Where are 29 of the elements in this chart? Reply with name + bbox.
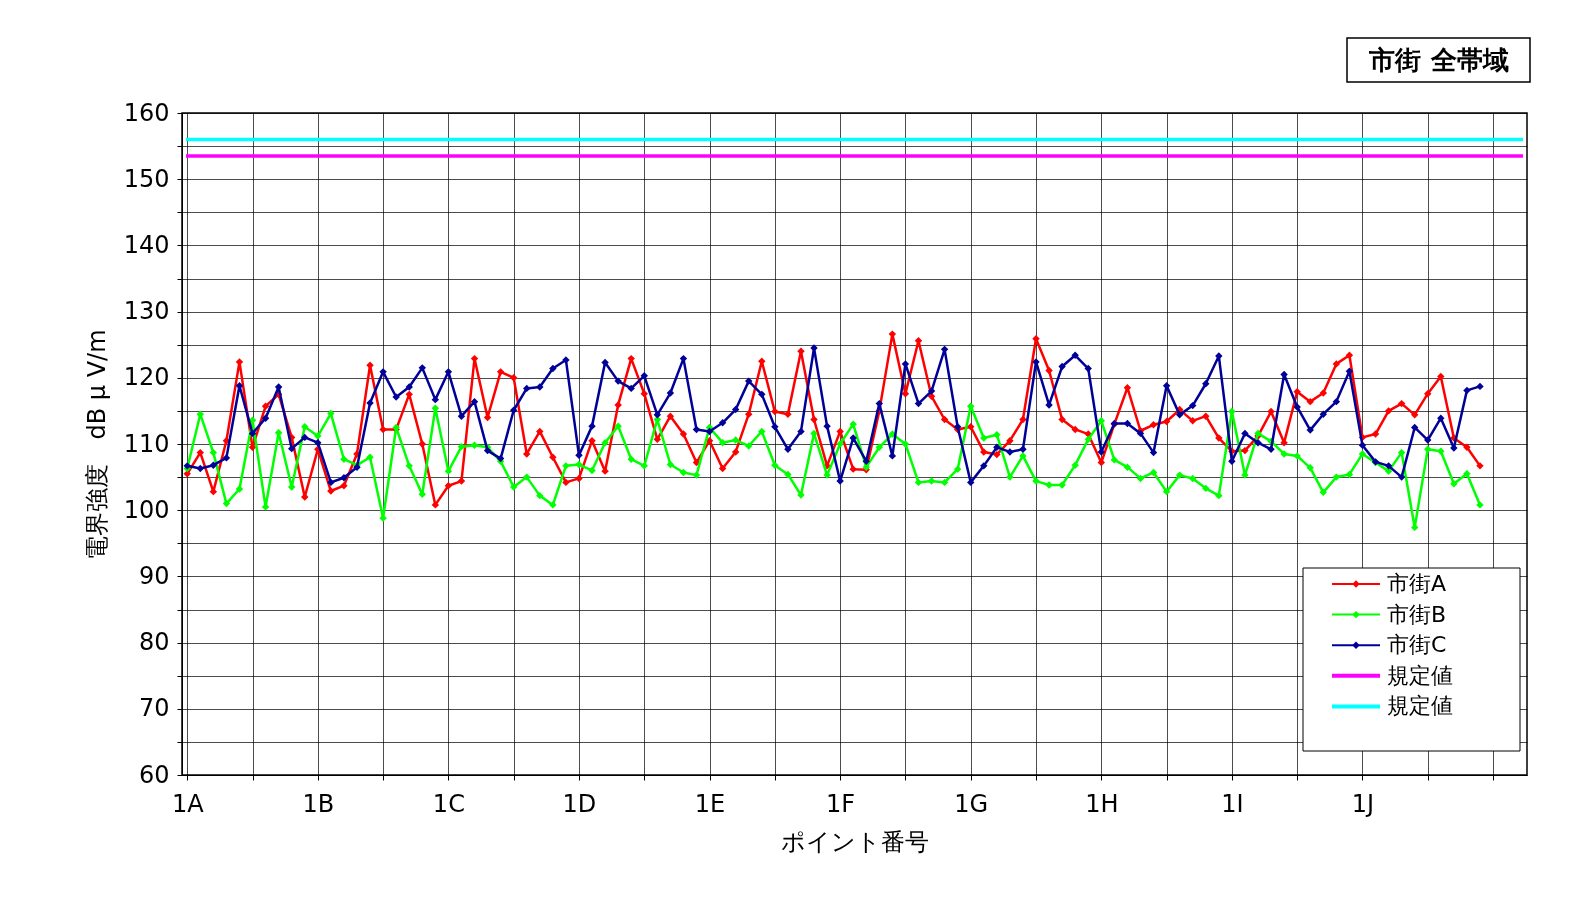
x-tick-label: 1I xyxy=(1221,789,1244,818)
x-tick-label: 1G xyxy=(954,789,989,818)
y-tick-label: 160 xyxy=(123,98,170,127)
y-tick-label: 100 xyxy=(123,495,170,524)
x-tick-label: 1C xyxy=(432,789,465,818)
y-tick-label: 140 xyxy=(123,230,170,259)
legend-label: 規定値 xyxy=(1387,662,1453,688)
y-tick-label: 90 xyxy=(138,561,170,590)
legend-label: 市街C xyxy=(1387,632,1447,658)
y-tick-label: 120 xyxy=(123,363,170,392)
chart-title: 市街 全帯域 xyxy=(1368,45,1509,75)
x-tick-label: 1F xyxy=(826,789,856,818)
x-tick-label: 1D xyxy=(562,789,597,818)
y-axis-title: 電界強度 dB μ V/m xyxy=(82,329,111,560)
x-tick-label: 1J xyxy=(1351,789,1375,818)
legend-label: 市街A xyxy=(1387,571,1447,596)
y-tick-label: 80 xyxy=(138,628,170,657)
x-axis-title: ポイント番号 xyxy=(781,827,929,856)
y-tick-label: 110 xyxy=(123,429,170,458)
legend-label: 規定値 xyxy=(1387,693,1453,719)
y-tick-label: 150 xyxy=(123,164,170,193)
x-tick-label: 1H xyxy=(1085,789,1119,818)
x-tick-label: 1A xyxy=(171,789,205,818)
legend-label: 市街B xyxy=(1387,601,1447,627)
y-tick-label: 60 xyxy=(138,760,170,789)
y-tick-label: 130 xyxy=(123,297,170,326)
x-tick-label: 1E xyxy=(694,789,726,818)
x-tick-label: 1B xyxy=(302,789,335,818)
y-tick-label: 70 xyxy=(138,694,170,723)
